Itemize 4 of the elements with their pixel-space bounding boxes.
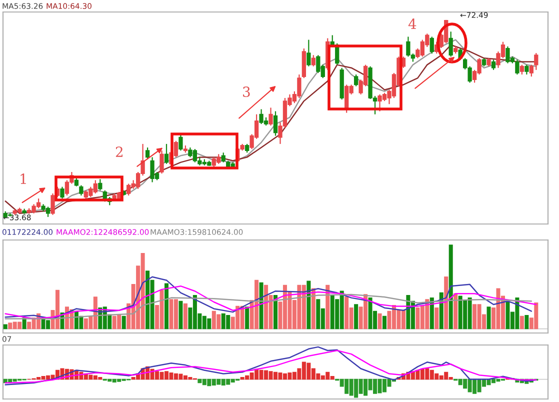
annotation: 4 <box>408 18 416 29</box>
annotation: 2 <box>116 146 122 157</box>
annotation: 3 <box>243 86 250 98</box>
annotation: 1 <box>20 174 26 184</box>
